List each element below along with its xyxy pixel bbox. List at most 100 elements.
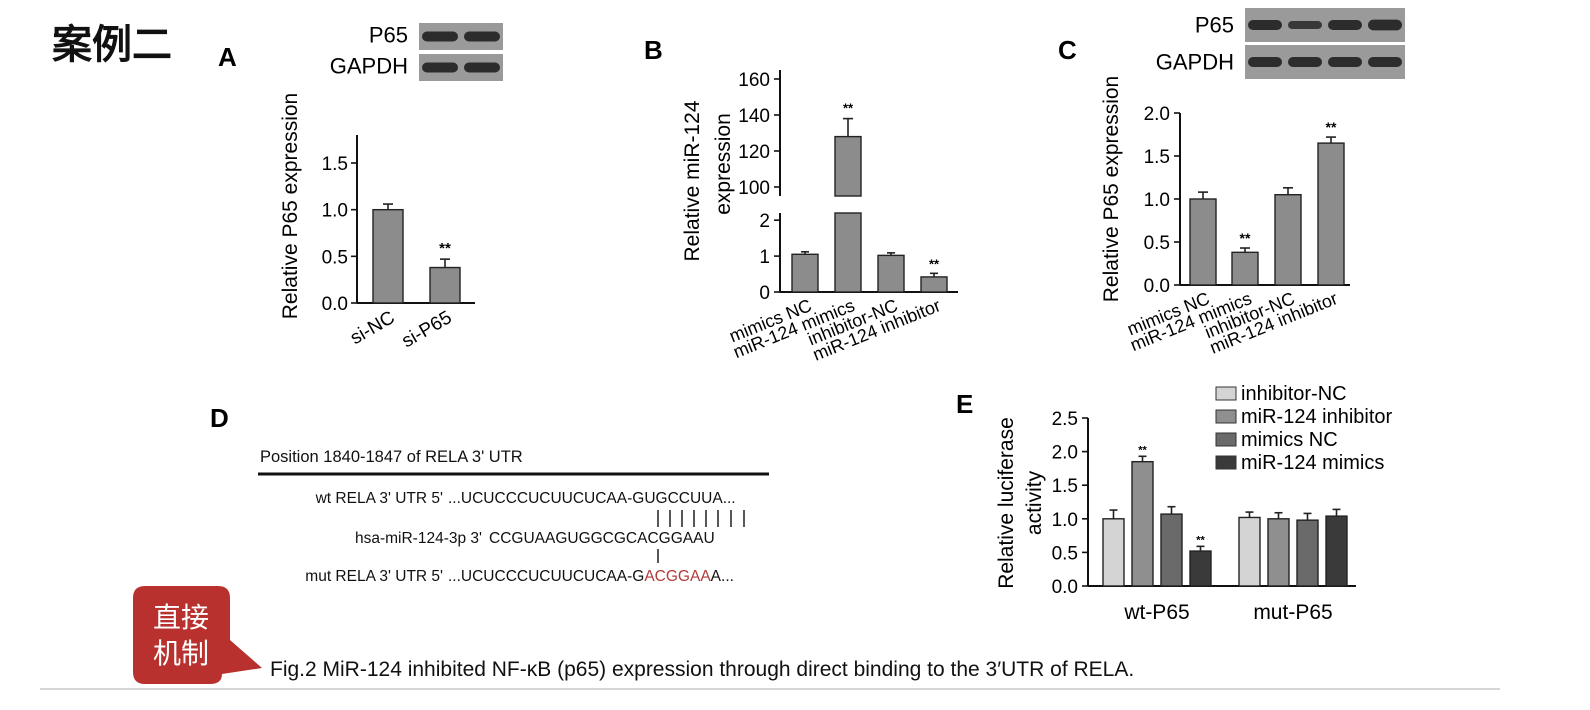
panel-c-bar-1 [1231,251,1259,286]
panel-label-b: B [644,35,663,65]
mut-seq-mutated: ACGGAA [644,568,711,585]
panel-c-y-tick-label: 2.0 [1144,104,1170,125]
panel-c-bar-0 [1189,198,1217,286]
panel-a-blot-band-1-1 [464,62,500,73]
panel-a-x-tick-label-1: si-P65 [398,307,455,352]
panel-label-d: D [210,403,229,433]
panel-c-blot-band-0-0 [1248,20,1282,30]
panel-a-bar-1 [429,266,461,304]
panel-b-significance-1: ** [843,101,854,116]
panel-e-significance-0-1: ** [1138,444,1147,456]
alignment-header: Position 1840-1847 of RELA 3' UTR [260,448,523,466]
panel-c-blot-band-1-0 [1248,57,1282,67]
wt-label: wt RELA 3' UTR 5' [315,490,443,507]
panel-b-y-tick-label: 160 [738,70,770,91]
panel-c-blot-label-1: GAPDH [1156,49,1234,74]
panel-c-y-tick-label: 1.5 [1144,147,1170,168]
mir-label: hsa-miR-124-3p 3' [355,530,482,547]
panel-a-bar-0 [372,208,404,304]
panel-b-y-tick-label: 0 [759,283,770,304]
mut-seq-suffix: A... [711,568,734,585]
panel-a-blot-band-0-0 [422,31,458,42]
panel-e-legend-swatch-3 [1215,455,1237,470]
panel-b-bar-1-lower [834,212,862,293]
panel-a-y-tick-label: 1.0 [322,201,348,222]
panel-e-legend-label-1: miR-124 inhibitor [1241,406,1393,428]
panel-e-y-tick-label: 0.0 [1052,577,1078,598]
panel-c-blot-label-0: P65 [1195,12,1234,37]
panel-e-legend-swatch-1 [1215,409,1237,424]
mut-label: mut RELA 3' UTR 5' [305,568,443,585]
case-label: 案例二 [52,21,172,68]
wt-sequence: ...UCUCCCUCUUCUCAA-GUGCCUUA... [448,490,736,507]
panel-c-blot-band-0-2 [1328,20,1362,30]
panel-c-chart: P65 GAPDH 0.0 0.5 1.0 1.5 2.0 Relative P65 expr… [1100,8,1405,358]
callout-bubble: 直接 机制 [133,586,262,684]
panel-a-blot-band-1-0 [422,62,458,73]
panel-c-blot-band-0-1 [1288,21,1322,29]
panel-c-y-tick-label: 0.5 [1144,233,1170,254]
panel-c-y-tick-label: 1.0 [1144,190,1170,211]
panel-c-bar-3 [1317,142,1345,286]
callout-line1: 直接 [153,601,209,634]
callout-line2: 机制 [153,637,209,670]
panel-d-sequence-alignment: Position 1840-1847 of RELA 3' UTR wt REL… [258,448,769,585]
panel-e-group-label-1: mut-P65 [1253,601,1332,624]
panel-b-y-tick-label: 2 [759,211,770,232]
mir-sequence: CCGUAAGUGGCGCACGGAAU [489,530,715,547]
panel-e-legend-label-3: miR-124 mimics [1241,452,1384,474]
panel-c-blot-band-1-1 [1288,57,1322,67]
panel-b-chart: 0 1 2 100 120 140 160 Relative miR-124 expressio… [681,70,958,365]
panel-b-bar-2 [877,254,905,293]
panel-e-legend-label-2: mimics NC [1241,429,1338,451]
panel-e-bar-0-2 [1160,513,1183,587]
panel-b-y-axis-label-line1: Relative miR-124 [681,100,704,261]
panel-c-blot-band-0-3 [1368,19,1402,31]
panel-e-y-axis-label-line1: Relative luciferase [995,417,1018,589]
panel-c-significance-1: ** [1240,230,1251,246]
figure-caption: Fig.2 MiR-124 inhibited NF-κB (p65) expr… [270,658,1134,681]
panel-c-blot-band-1-2 [1328,57,1362,67]
panel-e-chart: 0.0 0.5 1.0 1.5 2.0 2.5 Relative luciferase act… [995,383,1393,624]
panel-a-y-tick-label: 0.0 [322,294,348,315]
panel-a-y-tick-label: 1.5 [322,154,348,175]
panel-label-e: E [956,389,973,419]
panel-b-y-tick-label: 120 [738,142,770,163]
panel-label-a: A [218,42,237,72]
panel-e-y-axis-label-line2: activity [1023,470,1046,535]
panel-c-y-axis-label: Relative P65 expression [1100,76,1123,302]
panel-e-significance-0-3: ** [1196,534,1205,546]
panel-e-bar-1-3 [1325,515,1348,587]
panel-e-y-tick-label: 0.5 [1052,543,1078,564]
panel-a-significance-1: ** [439,240,451,257]
base-pair-lines [657,510,745,527]
panel-e-legend-swatch-0 [1215,386,1237,401]
panel-e-y-tick-label: 1.5 [1052,476,1078,497]
panel-e-y-tick-label: 2.5 [1052,409,1078,430]
panel-b-y-tick-label: 140 [738,106,770,127]
panel-e-bar-1-2 [1296,519,1319,587]
panel-a-y-tick-label: 0.5 [322,247,348,268]
panel-b-y-axis-label-line2: expression [712,113,735,215]
panel-b-significance-3: ** [929,256,940,271]
mut-seq-prefix: ...UCUCCCUCUUCUCAA-G [448,568,644,585]
mut-sequence: ...UCUCCCUCUUCUCAA-GACGGAAA... [448,568,734,585]
panel-b-bar-3 [920,276,948,293]
panel-e-group-label-0: wt-P65 [1123,601,1189,624]
panel-e-y-tick-label: 1.0 [1052,510,1078,531]
panel-b-y-tick-label: 100 [738,178,770,199]
panel-a-blot-label-0: P65 [369,22,408,47]
panel-a-blot-label-1: GAPDH [330,53,408,78]
panel-c-blot-band-1-3 [1368,57,1402,67]
panel-a-x-tick-label-0: si-NC [347,307,399,349]
panel-e-legend-swatch-2 [1215,432,1237,447]
panel-a-blot-band-0-1 [464,31,500,42]
panel-e-bar-0-1 [1131,460,1154,587]
panel-e-y-tick-label: 2.0 [1052,443,1078,464]
panel-a-y-axis-label: Relative P65 expression [279,93,302,319]
panel-a-chart: P65 GAPDH 0.0 0.5 1.0 1.5 Relative P65 express… [279,22,503,352]
panel-label-c: C [1058,35,1077,65]
panel-b-bar-1-upper [834,135,862,197]
panel-e-bar-0-3 [1189,550,1212,587]
